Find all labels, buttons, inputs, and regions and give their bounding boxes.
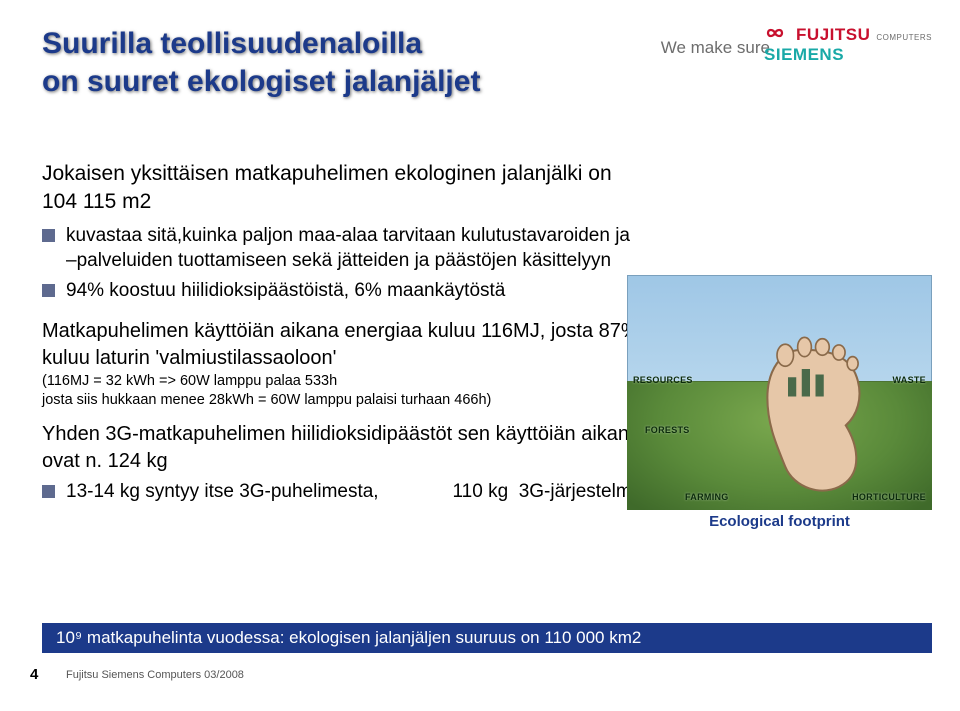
logo-computers-word: COMPUTERS xyxy=(876,33,932,42)
graphic-label-forests: FORESTS xyxy=(645,425,690,435)
footer-highlight-bar: 10⁹ matkapuhelinta vuodessa: ekologisen … xyxy=(42,623,932,653)
foot-icon xyxy=(743,336,888,501)
graphic-label-horticulture: HORTICULTURE xyxy=(852,492,926,502)
ecological-footprint-graphic: RESOURCES WASTE FORESTS FARMING HORTICUL… xyxy=(627,275,932,510)
paragraph-energy: Matkapuhelimen käyttöiän aikana energiaa… xyxy=(42,318,642,372)
page-number: 4 xyxy=(30,666,38,683)
graphic-label-waste: WASTE xyxy=(892,375,926,385)
title-heading: Suurilla teollisuudenaloilla on suuret e… xyxy=(42,25,602,100)
paragraph-co2: Yhden 3G-matkapuhelimen hiilidioksidipää… xyxy=(42,421,642,475)
logo-row-fujitsu: FUJITSU COMPUTERS xyxy=(764,25,932,45)
footer-credit: Fujitsu Siemens Computers 03/2008 xyxy=(66,669,244,681)
body-content: Jokaisen yksittäisen matkapuhelimen ekol… xyxy=(42,160,642,518)
graphic-title: Ecological footprint xyxy=(627,513,932,530)
paragraph-energy-detail-2: josta siis hukkaan menee 28kWh = 60W lam… xyxy=(42,391,642,411)
list-item: 94% koostuu hiilidioksipäästöistä, 6% ma… xyxy=(42,278,642,304)
logo-fujitsu-word: FUJITSU xyxy=(796,25,870,45)
title-line-1: Suurilla teollisuudenaloilla xyxy=(42,27,422,60)
logo-siemens-word: SIEMENS xyxy=(764,45,932,65)
title-line-2: on suuret ekologiset jalanjäljet xyxy=(42,65,480,98)
slide-root: Suurilla teollisuudenaloilla on suuret e… xyxy=(0,0,960,711)
fujitsu-infinity-icon xyxy=(764,26,786,45)
paragraph-energy-detail-1: (116MJ = 32 kWh => 60W lamppu palaa 533h xyxy=(42,372,642,392)
brand-logo: FUJITSU COMPUTERS SIEMENS xyxy=(764,25,932,65)
bullet-list-a: kuvastaa sitä,kuinka paljon maa-alaa tar… xyxy=(42,223,642,304)
lead-paragraph: Jokaisen yksittäisen matkapuhelimen ekol… xyxy=(42,160,642,217)
graphic-label-farming: FARMING xyxy=(685,492,729,502)
slide-title: Suurilla teollisuudenaloilla on suuret e… xyxy=(42,25,602,100)
tagline: We make sure xyxy=(661,38,770,58)
bullet-list-b: 13-14 kg syntyy itse 3G-puhelimesta, 110… xyxy=(42,479,642,505)
list-item: 13-14 kg syntyy itse 3G-puhelimesta, 110… xyxy=(42,479,642,505)
graphic-label-resources: RESOURCES xyxy=(633,375,693,385)
footer-bar-text: 10⁹ matkapuhelinta vuodessa: ekologisen … xyxy=(56,628,641,648)
list-item: kuvastaa sitä,kuinka paljon maa-alaa tar… xyxy=(42,223,642,274)
